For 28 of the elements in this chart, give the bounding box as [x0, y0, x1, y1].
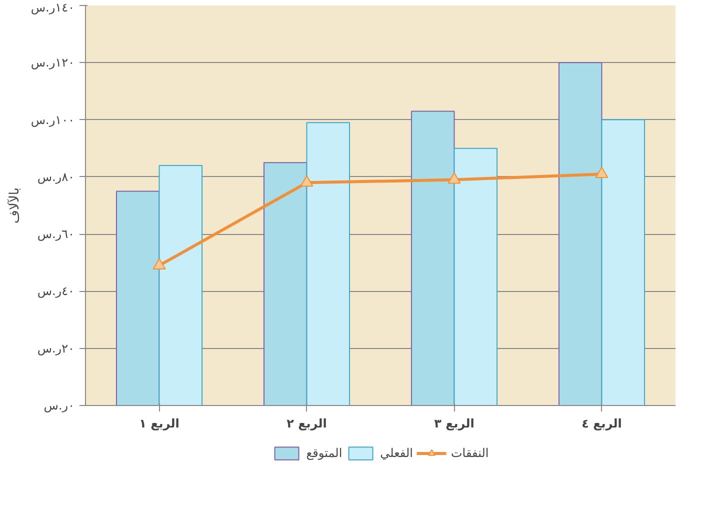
legend-label: النفقات: [450, 445, 489, 461]
y-axis-title: بالآلاف: [6, 188, 22, 224]
x-tick-label: الربع ٢: [286, 416, 327, 430]
bar: [410, 110, 455, 406]
y-tick-label: ١٤٠ر.س: [30, 0, 75, 14]
point: [300, 175, 314, 187]
y-tick-label: ٦٠ر.س: [37, 227, 75, 242]
bar: [263, 162, 308, 406]
y-tick-label: ١٠٠ر.س: [30, 112, 75, 127]
x-tick-label: الربع ٣: [434, 416, 474, 430]
legend-label: الفعلي: [380, 445, 413, 461]
x-tick-label: الربع ٤: [582, 416, 622, 430]
bar: [116, 190, 160, 406]
bar: [454, 148, 498, 406]
y-tick-label: ٨٠ر.س: [37, 170, 75, 184]
x-tick-label: الربع ١: [139, 416, 180, 430]
y-tick-label: ٢٠ر.س: [37, 341, 75, 356]
y-tick-label: ٤٠ر.س: [37, 284, 75, 298]
legend-label: المتوقع: [306, 445, 342, 461]
bar: [306, 122, 350, 406]
bar: [158, 165, 203, 406]
bar: [601, 119, 646, 406]
point: [152, 258, 166, 270]
y-tick-label: ١٢٠ر.س: [30, 56, 75, 70]
y-tick-label: ٠ر.س: [44, 398, 75, 412]
point: [448, 172, 461, 184]
bar: [558, 62, 602, 406]
point: [595, 166, 608, 178]
